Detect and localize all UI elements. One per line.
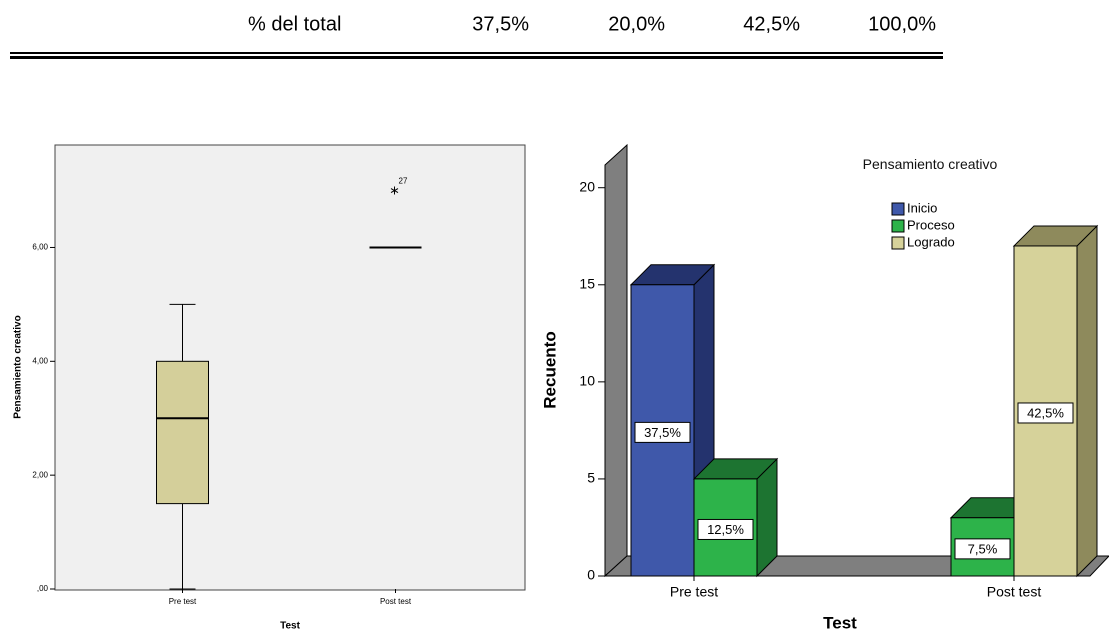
legend-swatch xyxy=(891,202,905,216)
x-axis-label: Test xyxy=(823,613,857,632)
plot-area xyxy=(54,144,526,591)
data-label: 42,5% xyxy=(1027,405,1064,420)
x-tick-label: Post test xyxy=(987,584,1042,600)
bar-side xyxy=(1076,224,1098,578)
table-rule xyxy=(10,56,943,59)
y-tick-label: 5 xyxy=(587,470,595,486)
legend-swatch xyxy=(891,236,905,250)
y-tick-label: 10 xyxy=(579,373,595,389)
legend-title-box: Pensamiento creativo xyxy=(862,156,998,172)
outlier xyxy=(390,186,399,195)
box xyxy=(156,360,209,505)
data-label: 12,5% xyxy=(707,522,744,537)
bar xyxy=(692,457,779,578)
legend-label: Logrado xyxy=(907,234,955,249)
data-label-box xyxy=(1017,402,1074,424)
table-cell: 100,0% xyxy=(868,13,936,35)
y-tick-label: 0 xyxy=(587,567,595,583)
data-label: 7,5% xyxy=(968,541,998,556)
table-cell: 20,0% xyxy=(608,13,665,35)
table-row-label: % del total xyxy=(248,13,341,35)
y-tick-label: 20 xyxy=(579,178,595,194)
legend-label: Proceso xyxy=(907,217,955,232)
table-rule xyxy=(10,52,943,54)
legend-label: Inicio xyxy=(907,200,937,215)
x-tick-label: Pre test xyxy=(169,597,197,606)
data-label: 37,5% xyxy=(644,425,681,440)
x-tick-label: Post test xyxy=(380,597,412,606)
y-axis-label: Pensamiento creativo xyxy=(13,315,24,418)
data-label-box xyxy=(634,421,691,443)
y-tick-label: 15 xyxy=(579,275,595,291)
y-tick-label: 6,00 xyxy=(32,243,48,252)
table-cell: 42,5% xyxy=(743,13,800,35)
outlier-label: 27 xyxy=(399,177,408,186)
legend-title: Pensamiento creativo xyxy=(862,156,998,172)
y-axis-label: Recuento xyxy=(540,331,559,408)
y-tick-label: ,00 xyxy=(37,584,49,593)
data-label-box xyxy=(697,518,754,540)
legend-swatch xyxy=(891,219,905,233)
x-axis-label: Test xyxy=(280,621,300,632)
bar xyxy=(1012,224,1099,578)
y-tick-label: 4,00 xyxy=(32,356,48,365)
x-tick-label: Pre test xyxy=(670,584,718,600)
data-label-box xyxy=(954,538,1011,560)
table-cell: 37,5% xyxy=(472,13,529,35)
y-tick-label: 2,00 xyxy=(32,470,48,479)
outlier-stroke xyxy=(390,188,399,193)
side-wall xyxy=(604,143,628,578)
